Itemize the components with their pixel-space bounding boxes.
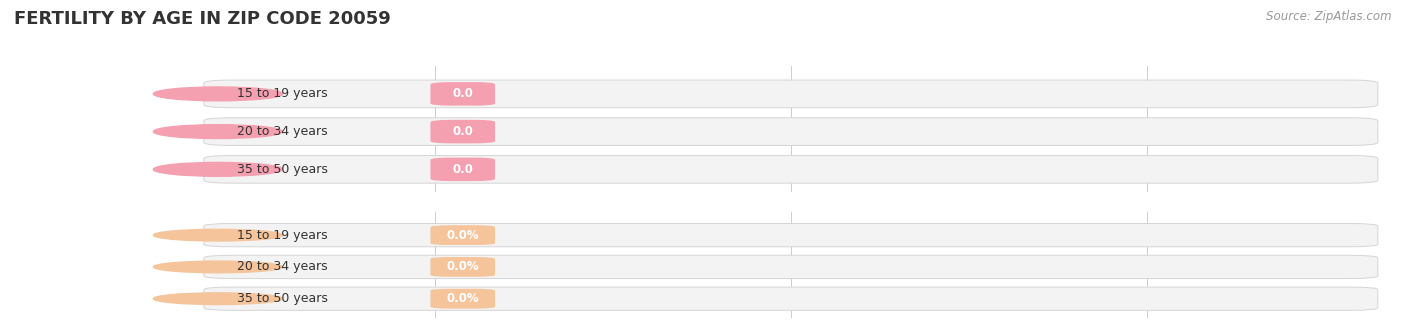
Text: 15 to 19 years: 15 to 19 years (236, 229, 328, 242)
FancyBboxPatch shape (430, 82, 495, 106)
FancyBboxPatch shape (204, 255, 1378, 279)
Circle shape (153, 293, 283, 305)
FancyBboxPatch shape (430, 120, 495, 143)
FancyBboxPatch shape (204, 223, 1378, 247)
FancyBboxPatch shape (430, 225, 495, 245)
Circle shape (153, 229, 283, 241)
FancyBboxPatch shape (204, 287, 1378, 310)
Text: 35 to 50 years: 35 to 50 years (236, 292, 328, 305)
Text: 0.0%: 0.0% (447, 229, 479, 242)
Text: 0.0: 0.0 (453, 163, 474, 176)
Text: 20 to 34 years: 20 to 34 years (236, 125, 328, 138)
Text: 0.0%: 0.0% (447, 292, 479, 305)
FancyBboxPatch shape (204, 80, 1378, 108)
FancyBboxPatch shape (204, 156, 1378, 183)
FancyBboxPatch shape (204, 118, 1378, 145)
FancyBboxPatch shape (430, 257, 495, 277)
Text: 20 to 34 years: 20 to 34 years (236, 260, 328, 273)
Circle shape (153, 261, 283, 273)
Text: 0.0: 0.0 (453, 87, 474, 100)
Text: 35 to 50 years: 35 to 50 years (236, 163, 328, 176)
Text: 0.0: 0.0 (782, 214, 800, 228)
Text: 0.0: 0.0 (426, 214, 444, 228)
Text: 0.0: 0.0 (453, 125, 474, 138)
Text: 0.0%: 0.0% (447, 260, 479, 273)
Circle shape (153, 163, 283, 176)
FancyBboxPatch shape (430, 158, 495, 181)
Text: FERTILITY BY AGE IN ZIP CODE 20059: FERTILITY BY AGE IN ZIP CODE 20059 (14, 10, 391, 28)
Circle shape (153, 125, 283, 139)
Text: 0.0: 0.0 (1137, 214, 1156, 228)
Text: 15 to 19 years: 15 to 19 years (236, 87, 328, 100)
FancyBboxPatch shape (430, 289, 495, 308)
Text: Source: ZipAtlas.com: Source: ZipAtlas.com (1267, 10, 1392, 23)
Circle shape (153, 87, 283, 101)
